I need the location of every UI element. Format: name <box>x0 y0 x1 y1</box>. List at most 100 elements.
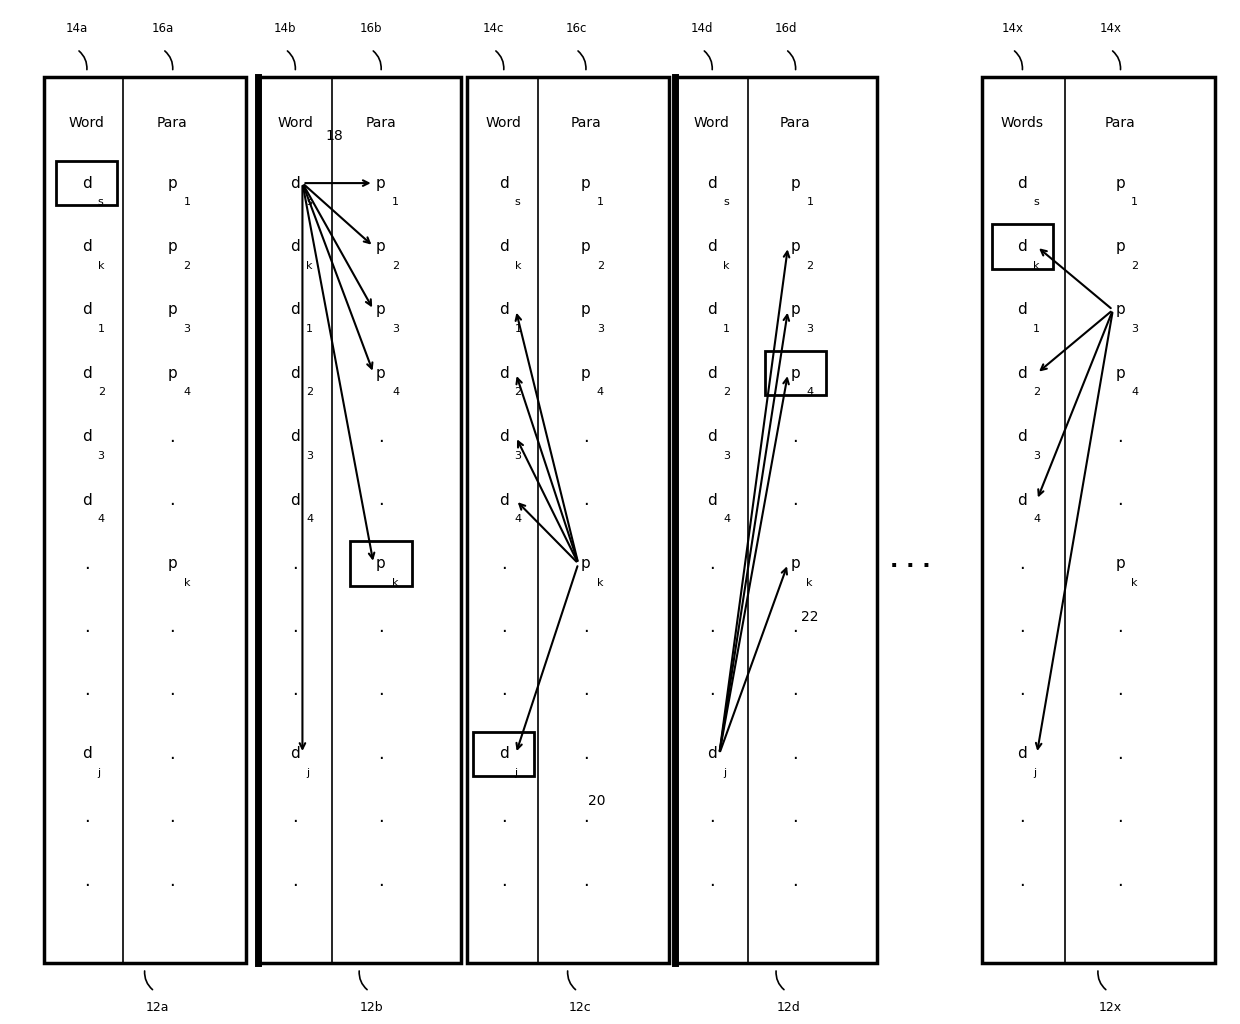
Text: p: p <box>580 239 590 254</box>
Text: .: . <box>583 428 589 445</box>
Text: p: p <box>790 366 800 381</box>
Text: p: p <box>376 366 386 381</box>
Text: j: j <box>723 768 727 778</box>
Text: p: p <box>1115 556 1125 571</box>
Text: d: d <box>1017 175 1027 190</box>
Text: 3: 3 <box>1033 451 1040 461</box>
Text: p: p <box>376 175 386 190</box>
Text: Word: Word <box>278 116 312 130</box>
Text: .: . <box>170 492 175 509</box>
Text: 2: 2 <box>806 260 813 270</box>
Text: d: d <box>498 239 508 254</box>
Text: 3: 3 <box>98 451 104 461</box>
Text: .: . <box>709 618 714 636</box>
Text: .: . <box>378 681 384 699</box>
Text: 4: 4 <box>184 387 191 397</box>
Text: p: p <box>167 556 177 571</box>
Text: Para: Para <box>570 116 601 130</box>
Text: .: . <box>378 492 384 509</box>
Bar <box>675 78 878 964</box>
Text: d: d <box>707 366 717 381</box>
Text: .: . <box>583 618 589 636</box>
Text: 3: 3 <box>806 324 813 334</box>
Text: .: . <box>792 744 799 763</box>
Text: p: p <box>790 175 800 190</box>
Text: 2: 2 <box>306 387 314 397</box>
Text: Para: Para <box>157 116 187 130</box>
Text: 1: 1 <box>1131 198 1138 207</box>
Text: Para: Para <box>1105 116 1136 130</box>
Text: 14x: 14x <box>1100 23 1121 35</box>
Text: d: d <box>290 429 300 444</box>
Text: d: d <box>82 366 92 381</box>
Text: .: . <box>501 681 506 699</box>
Text: 1: 1 <box>392 198 399 207</box>
Text: p: p <box>790 556 800 571</box>
Text: s: s <box>306 198 312 207</box>
FancyBboxPatch shape <box>350 542 412 586</box>
Text: .: . <box>792 428 799 445</box>
Text: 2: 2 <box>184 260 191 270</box>
Text: 1: 1 <box>596 198 604 207</box>
Text: d: d <box>290 239 300 254</box>
Text: d: d <box>82 429 92 444</box>
Text: .: . <box>293 871 298 890</box>
Text: k: k <box>596 578 603 588</box>
Text: d: d <box>707 429 717 444</box>
Text: p: p <box>167 302 177 317</box>
Text: s: s <box>98 198 103 207</box>
Text: d: d <box>498 493 508 508</box>
Text: d: d <box>707 493 717 508</box>
Text: 1: 1 <box>184 198 191 207</box>
Text: d: d <box>290 175 300 190</box>
Text: d: d <box>707 746 717 761</box>
Text: .: . <box>1019 681 1025 699</box>
Text: d: d <box>1017 429 1027 444</box>
Text: .: . <box>1117 428 1123 445</box>
Text: p: p <box>580 175 590 190</box>
Text: k: k <box>806 578 813 588</box>
Text: d: d <box>290 746 300 761</box>
Text: 12x: 12x <box>1099 1001 1122 1015</box>
Text: 1: 1 <box>306 324 314 334</box>
Text: d: d <box>1017 239 1027 254</box>
Text: d: d <box>707 239 717 254</box>
Text: . . .: . . . <box>890 551 931 570</box>
Text: d: d <box>1017 746 1027 761</box>
Text: 4: 4 <box>723 514 730 524</box>
Text: k: k <box>723 260 729 270</box>
Text: k: k <box>98 260 104 270</box>
Text: s: s <box>1033 198 1039 207</box>
Text: 18: 18 <box>326 129 343 142</box>
Text: .: . <box>84 808 89 826</box>
Text: d: d <box>290 302 300 317</box>
Text: 2: 2 <box>515 387 522 397</box>
Text: .: . <box>583 808 589 826</box>
Text: p: p <box>1115 366 1125 381</box>
Text: .: . <box>378 428 384 445</box>
Text: .: . <box>170 871 175 890</box>
Text: d: d <box>498 366 508 381</box>
Text: k: k <box>392 578 398 588</box>
Text: d: d <box>82 239 92 254</box>
Text: .: . <box>1117 681 1123 699</box>
Text: .: . <box>84 681 89 699</box>
Text: .: . <box>1019 808 1025 826</box>
Text: .: . <box>378 618 384 636</box>
Text: 2: 2 <box>1033 387 1040 397</box>
Text: Word: Word <box>68 116 104 130</box>
Text: .: . <box>792 871 799 890</box>
Text: d: d <box>707 302 717 317</box>
Text: 16c: 16c <box>565 23 587 35</box>
Text: 14a: 14a <box>66 23 88 35</box>
Text: d: d <box>82 746 92 761</box>
Text: p: p <box>167 175 177 190</box>
Text: 1: 1 <box>515 324 522 334</box>
Text: .: . <box>583 871 589 890</box>
FancyBboxPatch shape <box>56 161 118 205</box>
Text: .: . <box>709 871 714 890</box>
Text: p: p <box>790 239 800 254</box>
Text: .: . <box>792 808 799 826</box>
Text: .: . <box>378 744 384 763</box>
Text: j: j <box>1033 768 1037 778</box>
